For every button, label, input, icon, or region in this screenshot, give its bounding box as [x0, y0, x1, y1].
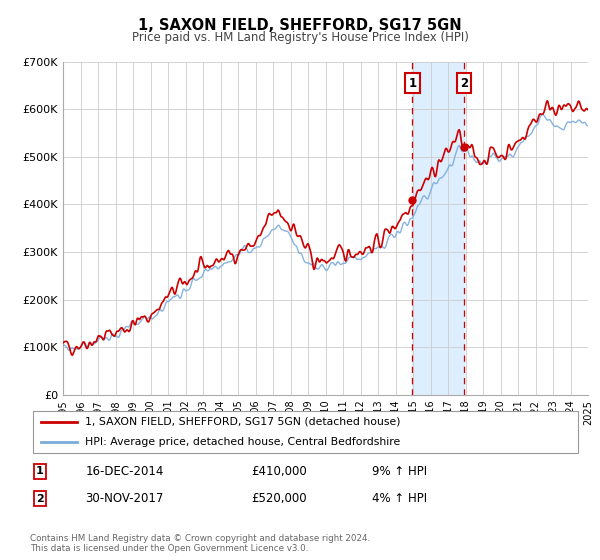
- Text: 1, SAXON FIELD, SHEFFORD, SG17 5GN (detached house): 1, SAXON FIELD, SHEFFORD, SG17 5GN (deta…: [85, 417, 401, 427]
- Text: Contains HM Land Registry data © Crown copyright and database right 2024.
This d: Contains HM Land Registry data © Crown c…: [30, 534, 370, 553]
- Text: 1: 1: [408, 77, 416, 90]
- Text: £520,000: £520,000: [251, 492, 307, 505]
- Bar: [412, 62, 464, 395]
- Text: 30-NOV-2017: 30-NOV-2017: [85, 492, 164, 505]
- Text: 2: 2: [36, 494, 44, 503]
- Text: £410,000: £410,000: [251, 465, 307, 478]
- Text: Price paid vs. HM Land Registry's House Price Index (HPI): Price paid vs. HM Land Registry's House …: [131, 31, 469, 44]
- Text: 1: 1: [36, 466, 44, 476]
- Text: 9% ↑ HPI: 9% ↑ HPI: [372, 465, 427, 478]
- Text: HPI: Average price, detached house, Central Bedfordshire: HPI: Average price, detached house, Cent…: [85, 437, 400, 447]
- Text: 1, SAXON FIELD, SHEFFORD, SG17 5GN: 1, SAXON FIELD, SHEFFORD, SG17 5GN: [138, 18, 462, 33]
- FancyBboxPatch shape: [33, 410, 578, 453]
- Text: 16-DEC-2014: 16-DEC-2014: [85, 465, 164, 478]
- Text: 2: 2: [460, 77, 468, 90]
- Text: 4% ↑ HPI: 4% ↑ HPI: [372, 492, 427, 505]
